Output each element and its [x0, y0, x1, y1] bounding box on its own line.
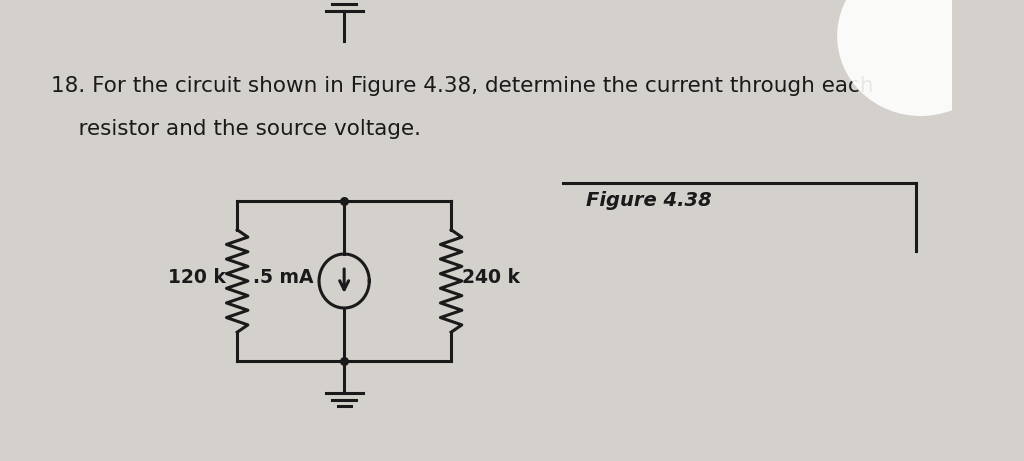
- Text: .5 mA: .5 mA: [253, 267, 313, 286]
- Text: Figure 4.38: Figure 4.38: [586, 191, 712, 210]
- Text: 240 k: 240 k: [462, 267, 520, 286]
- Ellipse shape: [838, 0, 1005, 116]
- Text: resistor and the source voltage.: resistor and the source voltage.: [51, 119, 421, 139]
- Text: 18. For the circuit shown in Figure 4.38, determine the current through each: 18. For the circuit shown in Figure 4.38…: [51, 76, 873, 96]
- Text: 120 k: 120 k: [168, 267, 226, 286]
